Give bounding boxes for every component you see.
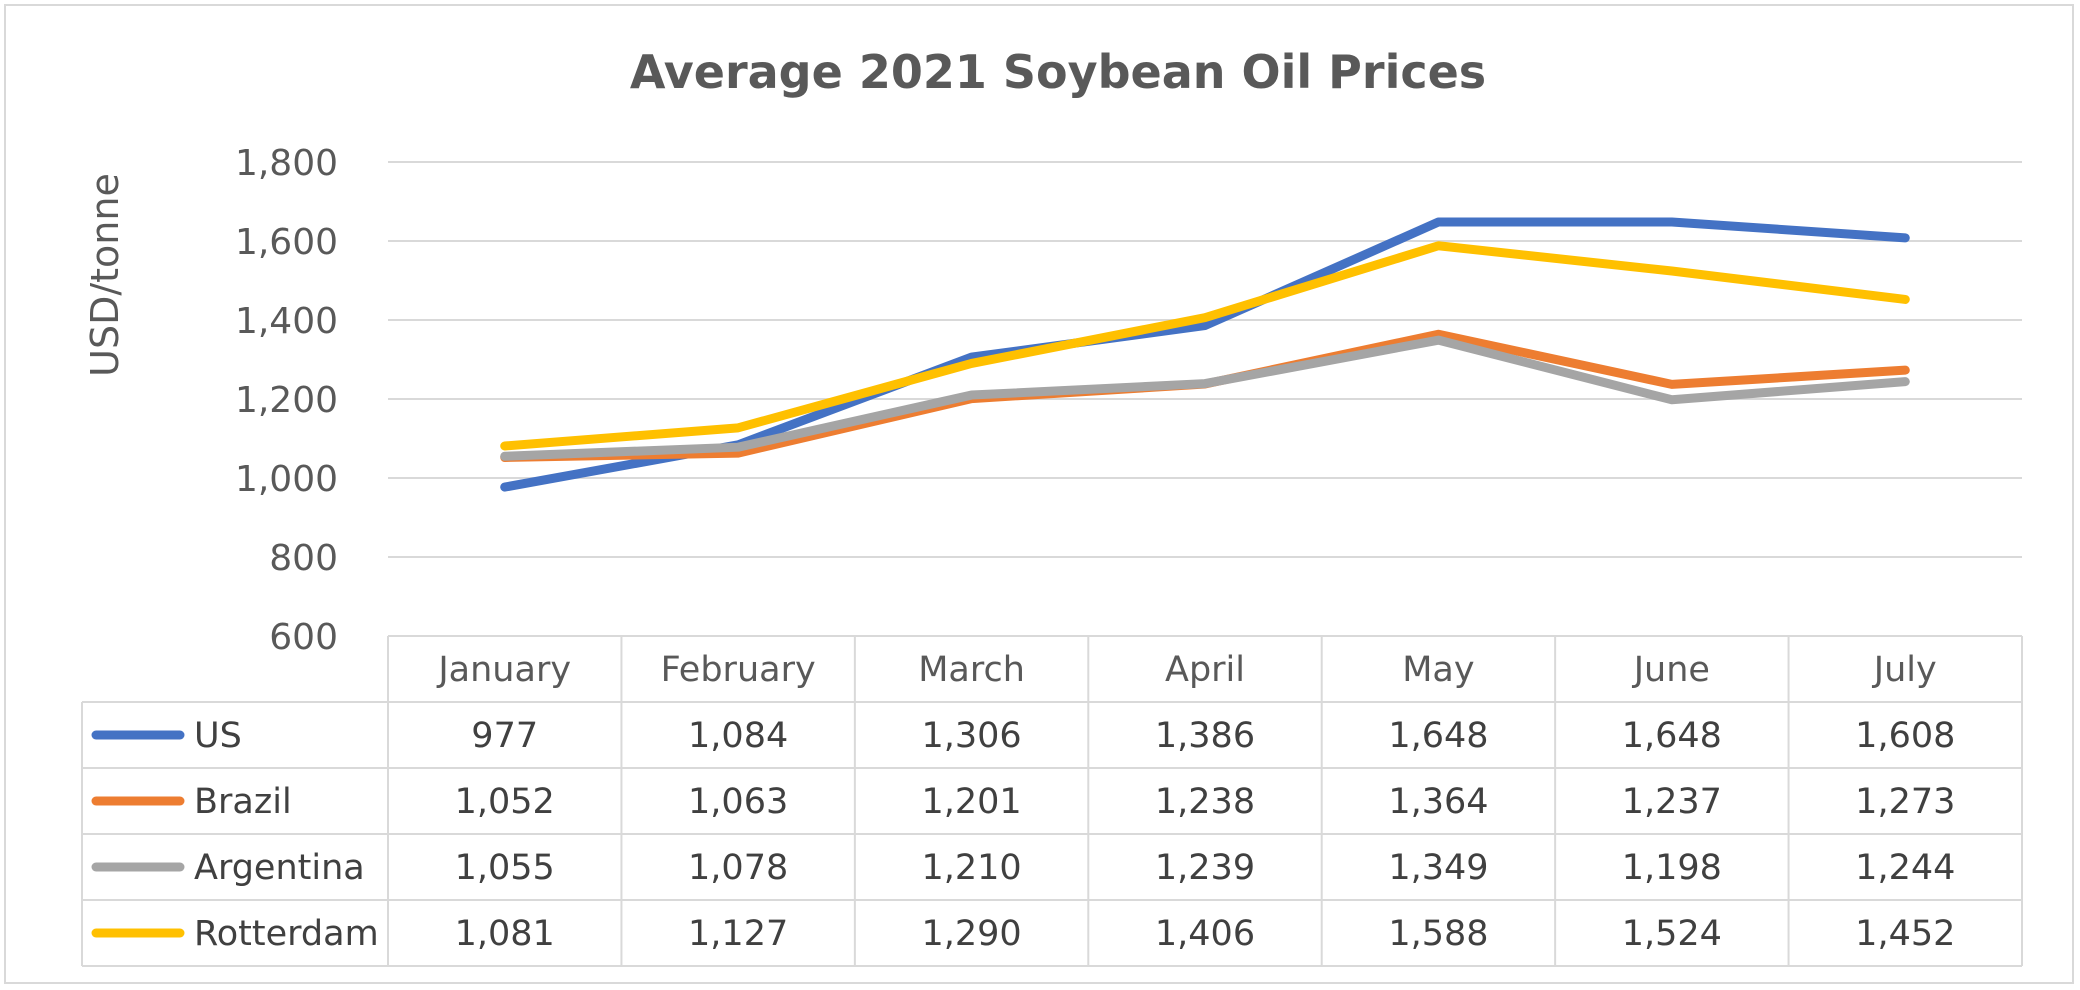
category-label: July (1872, 650, 1937, 690)
gridlines (388, 161, 2022, 558)
data-label: 1,608 (1855, 716, 1955, 756)
data-label: 1,290 (921, 914, 1021, 954)
data-label: 977 (471, 716, 538, 756)
y-tick-label: 800 (269, 538, 338, 579)
data-label: 1,524 (1622, 914, 1722, 954)
series-line-rotterdam (500, 241, 1910, 451)
data-label: 1,306 (921, 716, 1021, 756)
series-lines (500, 217, 1910, 492)
legend-label-us: US (194, 716, 242, 756)
chart-title: Average 2021 Soybean Oil Prices (630, 45, 1486, 99)
category-label: May (1402, 650, 1474, 690)
category-label: March (918, 650, 1025, 690)
data-label: 1,273 (1855, 782, 1955, 822)
y-tick-label: 1,000 (235, 459, 338, 500)
legend-label-brazil: Brazil (194, 782, 292, 822)
category-label: February (661, 650, 816, 690)
y-tick-label: 1,400 (235, 301, 338, 342)
legend-label-argentina: Argentina (194, 848, 365, 888)
data-label: 1,364 (1388, 782, 1488, 822)
data-label: 1,127 (688, 914, 788, 954)
data-label: 1,084 (688, 716, 788, 756)
data-label: 1,244 (1855, 848, 1955, 888)
data-label: 1,237 (1622, 782, 1722, 822)
data-label: 1,386 (1155, 716, 1255, 756)
series-line-argentina (500, 335, 1910, 461)
data-label: 1,055 (455, 848, 555, 888)
data-label: 1,078 (688, 848, 788, 888)
chart-frame (4, 4, 2074, 984)
data-label: 1,239 (1155, 848, 1255, 888)
data-label: 1,452 (1855, 914, 1955, 954)
data-label: 1,198 (1622, 848, 1722, 888)
category-label: June (1632, 650, 1710, 690)
data-label: 1,349 (1388, 848, 1488, 888)
data-label: 1,063 (688, 782, 788, 822)
data-label: 1,210 (921, 848, 1021, 888)
y-tick-label: 1,200 (235, 380, 338, 421)
data-label: 1,588 (1388, 914, 1488, 954)
y-tick-label: 600 (269, 617, 338, 658)
data-label: 1,238 (1155, 782, 1255, 822)
y-axis-label: USD/tonne (83, 173, 127, 377)
data-label: 1,052 (455, 782, 555, 822)
data-label: 1,081 (455, 914, 555, 954)
legend-label-rotterdam: Rotterdam (194, 914, 379, 954)
category-label: April (1165, 650, 1245, 690)
y-tick-label: 1,600 (235, 222, 338, 263)
category-label: January (436, 650, 571, 690)
data-label: 1,406 (1155, 914, 1255, 954)
y-axis-ticks: 1,800 1,600 1,400 1,200 1,000 800 600 (235, 143, 338, 658)
data-label: 1,648 (1622, 716, 1722, 756)
data-label: 1,201 (921, 782, 1021, 822)
data-label: 1,648 (1388, 716, 1488, 756)
y-tick-label: 1,800 (235, 143, 338, 184)
data-table: January February March April May June July US 97… (81, 635, 2023, 967)
